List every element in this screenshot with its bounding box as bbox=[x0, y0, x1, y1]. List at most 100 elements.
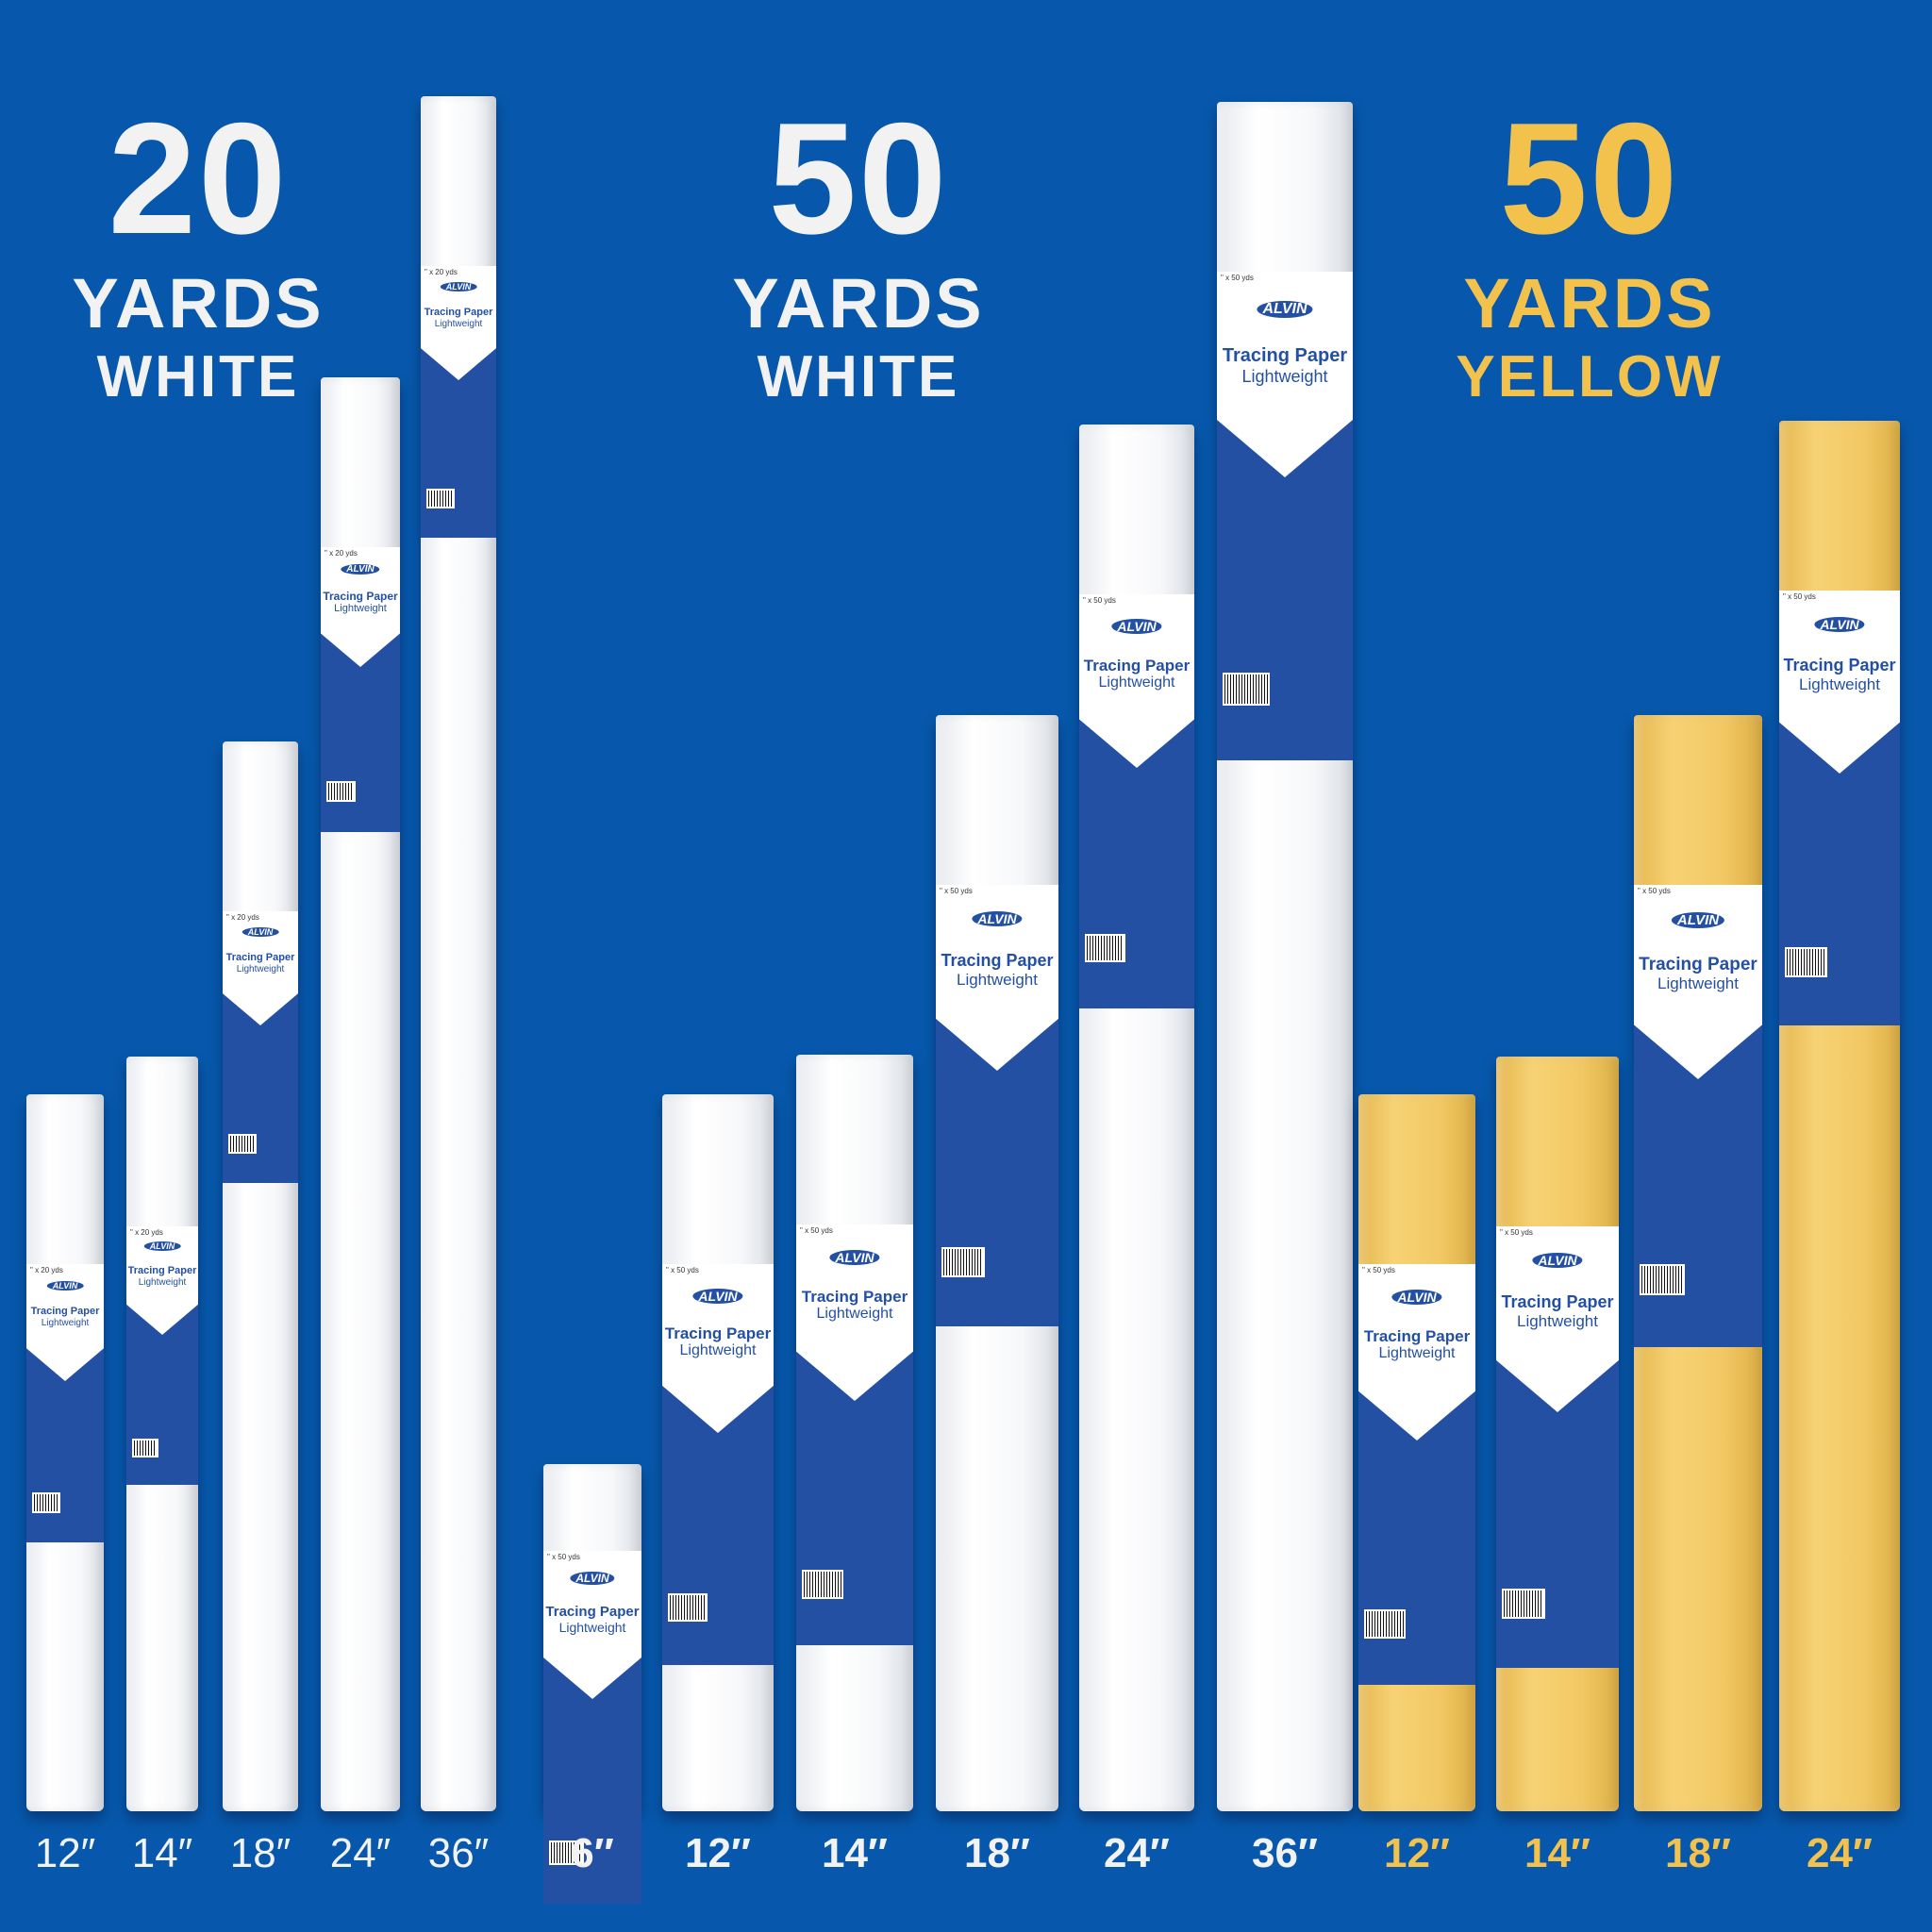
label-header: " x 50 yds ALVIN Tracing Paper Lightweight bbox=[543, 1551, 641, 1699]
label-header: " x 20 yds ALVIN Tracing Paper Lightweight bbox=[26, 1264, 104, 1381]
label-spec: " x 50 yds bbox=[1783, 592, 1816, 601]
alvin-logo: ALVIN bbox=[143, 1241, 181, 1251]
label-spec: " x 50 yds bbox=[940, 887, 973, 895]
label-header: " x 20 yds ALVIN Tracing Paper Lightweight bbox=[421, 266, 496, 380]
product-label: " x 50 yds ALVIN Tracing Paper Lightweight bbox=[1779, 591, 1900, 1025]
paper-roll: " x 20 yds ALVIN Tracing Paper Lightweight bbox=[223, 741, 298, 1811]
roll-size-label: 24″ bbox=[329, 1830, 391, 1876]
paper-roll: " x 20 yds ALVIN Tracing Paper Lightweight bbox=[321, 377, 400, 1811]
heading-color: WHITE bbox=[757, 344, 960, 409]
paper-roll: " x 20 yds ALVIN Tracing Paper Lightweight bbox=[421, 96, 496, 1811]
barcode bbox=[1785, 947, 1827, 977]
label-title: Tracing Paper bbox=[1222, 345, 1348, 366]
product-label: " x 20 yds ALVIN Tracing Paper Lightweight bbox=[321, 547, 400, 832]
barcode bbox=[32, 1492, 60, 1513]
product-label: " x 20 yds ALVIN Tracing Paper Lightweight bbox=[223, 911, 298, 1183]
paper-roll: " x 50 yds ALVIN Tracing Paper Lightweight bbox=[796, 1055, 913, 1811]
label-spec: " x 50 yds bbox=[1221, 274, 1254, 282]
label-spec: " x 20 yds bbox=[325, 549, 358, 558]
label-spec: " x 50 yds bbox=[1362, 1266, 1395, 1274]
label-title: Tracing Paper bbox=[424, 307, 493, 318]
barcode bbox=[1223, 673, 1270, 706]
heading-quantity: 50 bbox=[768, 90, 949, 267]
product-label: " x 20 yds ALVIN Tracing Paper Lightweight bbox=[126, 1226, 198, 1485]
heading-50-yards-white: 50 YARDS WHITE bbox=[698, 99, 1019, 407]
alvin-logo: ALVIN bbox=[972, 911, 1023, 926]
label-spec: " x 20 yds bbox=[130, 1228, 163, 1237]
roll-size-label: 14″ bbox=[821, 1830, 889, 1876]
alvin-logo: ALVIN bbox=[440, 282, 477, 291]
label-header: " x 20 yds ALVIN Tracing Paper Lightweight bbox=[223, 911, 298, 1025]
paper-roll: " x 20 yds ALVIN Tracing Paper Lightweight bbox=[126, 1057, 198, 1811]
barcode bbox=[668, 1593, 708, 1622]
label-spec: " x 50 yds bbox=[1500, 1228, 1533, 1237]
label-spec: " x 50 yds bbox=[547, 1553, 580, 1561]
heading-quantity: 50 bbox=[1499, 90, 1680, 267]
product-label: " x 50 yds ALVIN Tracing Paper Lightweight bbox=[1496, 1226, 1619, 1668]
roll-size-label: 12″ bbox=[34, 1830, 96, 1876]
label-header: " x 50 yds ALVIN Tracing Paper Lightweight bbox=[1358, 1264, 1475, 1441]
label-spec: " x 20 yds bbox=[425, 268, 458, 276]
label-spec: " x 20 yds bbox=[226, 913, 259, 922]
label-title: Tracing Paper bbox=[1083, 657, 1191, 675]
label-header: " x 20 yds ALVIN Tracing Paper Lightweight bbox=[126, 1226, 198, 1335]
barcode bbox=[1640, 1264, 1685, 1295]
alvin-logo: ALVIN bbox=[1671, 912, 1725, 928]
product-label: " x 50 yds ALVIN Tracing Paper Lightweight bbox=[662, 1264, 774, 1665]
label-title: Tracing Paper bbox=[30, 1306, 100, 1317]
label-title: Tracing Paper bbox=[941, 951, 1054, 970]
paper-roll: " x 20 yds ALVIN Tracing Paper Lightweight bbox=[26, 1094, 104, 1811]
heading-color: WHITE bbox=[96, 344, 300, 409]
label-subtitle: Lightweight bbox=[1516, 1312, 1598, 1330]
label-title: Tracing Paper bbox=[545, 1604, 640, 1620]
barcode bbox=[228, 1134, 257, 1154]
paper-roll: " x 50 yds ALVIN Tracing Paper Lightweight bbox=[543, 1464, 641, 1904]
label-header: " x 50 yds ALVIN Tracing Paper Lightweight bbox=[1779, 591, 1900, 774]
heading-unit: YARDS bbox=[1463, 264, 1716, 342]
label-subtitle: Lightweight bbox=[41, 1318, 90, 1328]
label-header: " x 50 yds ALVIN Tracing Paper Lightweight bbox=[1217, 272, 1353, 477]
label-subtitle: Lightweight bbox=[236, 964, 285, 974]
paper-roll: " x 50 yds ALVIN Tracing Paper Lightweight bbox=[936, 715, 1058, 1811]
product-label: " x 50 yds ALVIN Tracing Paper Lightweight bbox=[796, 1224, 913, 1645]
label-subtitle: Lightweight bbox=[679, 1342, 757, 1358]
alvin-logo: ALVIN bbox=[46, 1281, 84, 1291]
heading-color: YELLOW bbox=[1456, 344, 1724, 409]
product-label: " x 50 yds ALVIN Tracing Paper Lightweight bbox=[1634, 885, 1762, 1347]
product-label: " x 20 yds ALVIN Tracing Paper Lightweight bbox=[421, 266, 496, 538]
roll-size-label: 24″ bbox=[1103, 1830, 1171, 1876]
label-title: Tracing Paper bbox=[1501, 1292, 1614, 1311]
label-header: " x 20 yds ALVIN Tracing Paper Lightweight bbox=[321, 547, 400, 667]
label-subtitle: Lightweight bbox=[1098, 675, 1175, 691]
label-subtitle: Lightweight bbox=[434, 319, 483, 329]
alvin-logo: ALVIN bbox=[829, 1250, 880, 1265]
paper-roll: " x 50 yds ALVIN Tracing Paper Lightweight bbox=[1779, 421, 1900, 1811]
barcode bbox=[1364, 1609, 1406, 1639]
label-spec: " x 50 yds bbox=[1638, 887, 1671, 895]
product-label: " x 50 yds ALVIN Tracing Paper Lightweight bbox=[1217, 272, 1353, 760]
product-label: " x 50 yds ALVIN Tracing Paper Lightweight bbox=[936, 885, 1058, 1326]
label-spec: " x 20 yds bbox=[30, 1266, 63, 1274]
heading-20-yards-white: 20 YARDS WHITE bbox=[57, 99, 340, 407]
alvin-logo: ALVIN bbox=[1391, 1290, 1442, 1305]
paper-roll: " x 50 yds ALVIN Tracing Paper Lightweight bbox=[1358, 1094, 1475, 1811]
heading-50-yards-yellow: 50 YARDS YELLOW bbox=[1434, 99, 1745, 407]
heading-unit: YARDS bbox=[732, 264, 985, 342]
roll-size-label: 18″ bbox=[963, 1830, 1031, 1876]
label-subtitle: Lightweight bbox=[1378, 1345, 1456, 1361]
barcode bbox=[941, 1247, 985, 1277]
roll-size-label: 18″ bbox=[1664, 1830, 1732, 1876]
label-subtitle: Lightweight bbox=[1241, 367, 1328, 386]
label-header: " x 50 yds ALVIN Tracing Paper Lightweight bbox=[662, 1264, 774, 1433]
label-title: Tracing Paper bbox=[1639, 955, 1757, 974]
label-spec: " x 50 yds bbox=[1083, 596, 1116, 605]
barcode bbox=[426, 489, 455, 508]
label-subtitle: Lightweight bbox=[1798, 675, 1880, 693]
heading-unit: YARDS bbox=[72, 264, 325, 342]
paper-roll: " x 50 yds ALVIN Tracing Paper Lightweight bbox=[1634, 715, 1762, 1811]
label-title: Tracing Paper bbox=[1783, 656, 1896, 675]
roll-size-label: 12″ bbox=[1383, 1830, 1451, 1876]
barcode bbox=[1502, 1589, 1545, 1619]
label-title: Tracing Paper bbox=[225, 952, 295, 963]
